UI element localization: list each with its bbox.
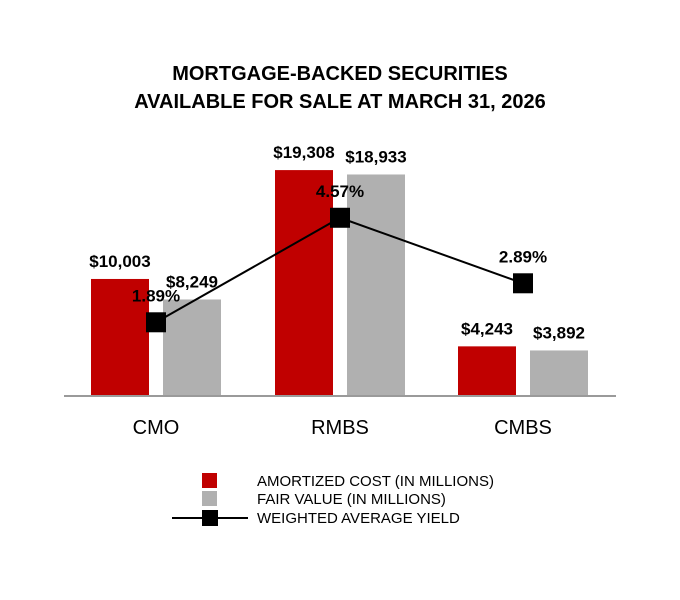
data-label-fair-value-rmbs: $18,933	[345, 147, 406, 166]
data-label-fair-value-cmo: $8,249	[166, 272, 218, 291]
legend-label-amortized-cost: AMORTIZED COST (IN MILLIONS)	[257, 473, 494, 490]
data-label-yield-rmbs: 4.57%	[316, 182, 364, 201]
data-label-amortized-cost-cmbs: $4,243	[461, 319, 513, 338]
bar-fair-value-rmbs	[347, 174, 405, 396]
data-label-amortized-cost-cmo: $10,003	[89, 252, 150, 271]
legend-swatch-amortized-cost	[202, 473, 217, 488]
bar-amortized-cost-cmo	[91, 278, 149, 396]
yield-marker-cmo	[146, 312, 166, 333]
yield-marker-cmbs	[513, 273, 533, 294]
x-tick-label-cmo: CMO	[133, 417, 180, 439]
data-label-amortized-cost-rmbs: $19,308	[273, 143, 334, 162]
chart-title-line-1: MORTGAGE-BACKED SECURITIES	[172, 63, 508, 85]
data-label-yield-cmo: 1.89%	[132, 286, 180, 305]
legend-label-fair-value: FAIR VALUE (IN MILLIONS)	[257, 491, 446, 508]
x-tick-label-cmbs: CMBS	[494, 417, 552, 439]
bars-layer	[91, 170, 588, 396]
bar-amortized-cost-cmbs	[458, 346, 516, 396]
data-label-yield-cmbs: 2.89%	[499, 247, 547, 266]
yield-line-layer	[146, 207, 533, 333]
chart-title-line-2: AVAILABLE FOR SALE AT MARCH 31, 2026	[134, 91, 546, 113]
bar-fair-value-cmo	[163, 299, 221, 396]
legend-label-weighted-average-yield: WEIGHTED AVERAGE YIELD	[257, 510, 460, 527]
bar-amortized-cost-rmbs	[275, 170, 333, 396]
legend-marker-weighted-average-yield	[202, 510, 218, 526]
data-label-fair-value-cmbs: $3,892	[533, 323, 585, 342]
legend-swatch-fair-value	[202, 491, 217, 506]
x-tick-label-rmbs: RMBS	[311, 417, 369, 439]
labels-layer: $10,003 $19,308 $4,243 $8,249 $18,933 $3,892 C…	[89, 143, 585, 439]
yield-marker-rmbs	[330, 207, 350, 228]
legend: AMORTIZED COST (IN MILLIONS)FAIR VALUE (…	[172, 473, 494, 527]
bar-fair-value-cmbs	[530, 350, 588, 396]
